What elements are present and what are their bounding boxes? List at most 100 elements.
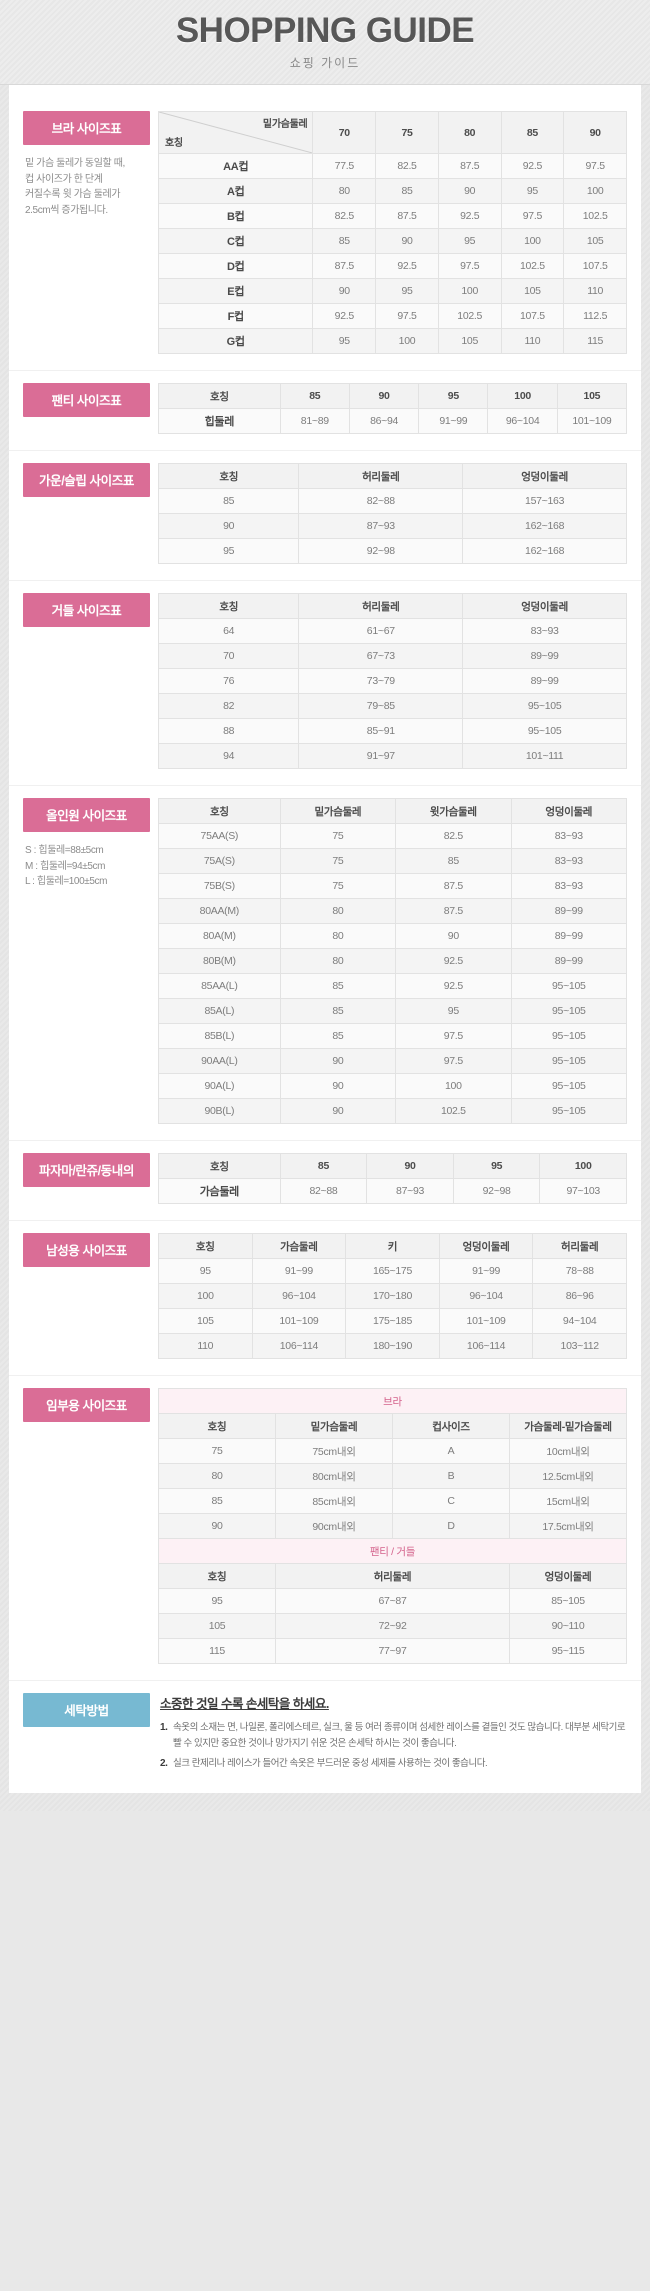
cell: 80 <box>279 898 397 924</box>
bra-note-line-2: 컵 사이즈가 한 단계 <box>25 173 103 185</box>
wash-title: 소중한 것일 수록 손세탁을 하세요. <box>160 1697 329 1711</box>
cell: 88 <box>157 718 300 744</box>
maternity-panty-col-label: 호칭 <box>158 1563 276 1589</box>
cell: 85 <box>375 178 439 204</box>
cell: 10cm내외 <box>509 1438 627 1464</box>
gown-table-body: 85 82~88 157~163 90 87~93 162~168 95 92~… <box>157 488 627 564</box>
table-header-row: 호칭 밑가슴둘레 윗가슴둘레 엉덩이둘레 <box>158 798 628 824</box>
cell: 91~99 <box>251 1258 347 1284</box>
panty-col-95: 95 <box>418 383 489 409</box>
cell: 162~168 <box>462 513 627 539</box>
cell: 82.5 <box>312 203 377 229</box>
row-label: F컵 <box>157 303 314 329</box>
cell: 92.5 <box>375 253 439 279</box>
section-tag-all-in-one: 올인원 사이즈표 <box>23 798 150 832</box>
cell: 90 <box>279 1048 397 1074</box>
panty-size-table: 호칭 85 90 95 100 105 힙둘레 81~89 86~94 <box>158 383 628 434</box>
panty-col-85: 85 <box>279 383 350 409</box>
cell: 87~93 <box>298 513 464 539</box>
section-bra: 브라 사이즈표 밑 가슴 둘레가 동일할 때, 컵 사이즈가 한 단계 커질수록… <box>9 99 641 371</box>
pajama-col-100: 100 <box>539 1153 627 1179</box>
cell: 92~98 <box>452 1178 541 1204</box>
table-header-row: 호칭 밑가슴둘레 컵사이즈 가슴둘레-밑가슴둘레 <box>158 1413 627 1439</box>
allinone-table-wrap: 호칭 밑가슴둘레 윗가슴둘레 엉덩이둘레 75AA(S) 75 82.5 83~… <box>158 798 628 1124</box>
cell: 75 <box>279 873 397 899</box>
cell: 95~105 <box>510 1048 628 1074</box>
page-header: SHOPPING GUIDE 쇼핑 가이드 <box>0 0 650 85</box>
cell: 162~168 <box>462 538 627 564</box>
cell: 89~99 <box>510 948 628 974</box>
panty-table-body: 힙둘레 81~89 86~94 91~99 96~104 101~109 <box>158 408 628 434</box>
mens-size-table: 호칭 가슴둘레 키 엉덩이둘레 허리둘레 95 91~99 165~175 91 <box>158 1233 627 1359</box>
mens-table-wrap: 호칭 가슴둘레 키 엉덩이둘레 허리둘레 95 91~99 165~175 91 <box>158 1233 627 1359</box>
girdle-col-waist: 허리둘레 <box>298 593 464 619</box>
cell: 83~93 <box>510 873 628 899</box>
bra-note: 밑 가슴 둘레가 동일할 때, 컵 사이즈가 한 단계 커질수록 윗 가슴 둘레… <box>23 156 150 218</box>
cell: 105 <box>437 328 502 354</box>
bra-col-90: 90 <box>563 111 627 154</box>
section-tag-girdle: 거들 사이즈표 <box>23 593 150 627</box>
cell: 80AA(M) <box>158 898 281 924</box>
table-row: 90 87~93 162~168 <box>157 513 627 539</box>
cell: 90cm내외 <box>275 1513 393 1539</box>
row-label: B컵 <box>157 203 314 229</box>
cell: 110 <box>500 328 565 354</box>
cell: 170~180 <box>345 1283 440 1309</box>
cell: 87.5 <box>312 253 377 279</box>
cell: 61~67 <box>298 618 464 644</box>
page-subtitle: 쇼핑 가이드 <box>289 56 361 70</box>
pajama-col-85: 85 <box>279 1153 368 1179</box>
cell: 106~114 <box>438 1333 534 1359</box>
diagonal-divider-icon <box>159 112 312 153</box>
cell: 90 <box>312 278 377 304</box>
maternity-bra-col-diff: 가슴둘레-밑가슴둘레 <box>509 1413 627 1439</box>
table-row: 94 91~97 101~111 <box>157 743 627 769</box>
cell: B <box>392 1463 510 1489</box>
cell: 95~105 <box>510 998 628 1024</box>
cell: 80 <box>279 948 397 974</box>
cell: 95 <box>437 228 502 254</box>
cell: 97.5 <box>563 153 627 179</box>
bra-header-bottom-left: 호칭 <box>165 138 183 149</box>
table-row: 80B(M) 80 92.5 89~99 <box>158 948 628 974</box>
cell: 90B(L) <box>158 1098 281 1124</box>
mens-col-label: 호칭 <box>158 1233 253 1259</box>
table-row: 82 79~85 95~105 <box>157 693 627 719</box>
allinone-col-label: 호칭 <box>158 798 281 824</box>
section-wash-method: 세탁방법 소중한 것일 수록 손세탁을 하세요. 1. 속옷의 소재는 면, 나… <box>9 1681 641 1793</box>
section-tag-mens: 남성용 사이즈표 <box>23 1233 150 1267</box>
panty-col-100: 100 <box>487 383 558 409</box>
row-label: A컵 <box>157 178 314 204</box>
table-header-row: 호칭 85 90 95 100 <box>158 1153 627 1179</box>
cell: 73~79 <box>298 668 464 694</box>
cell: 83~93 <box>462 618 627 644</box>
cell: 75AA(S) <box>158 823 281 849</box>
table-row: 90A(L) 90 100 95~105 <box>158 1073 628 1099</box>
cell: 75 <box>279 848 397 874</box>
cell: 80 <box>312 178 377 204</box>
panty-col-105: 105 <box>556 383 628 409</box>
cell: 85 <box>158 1488 276 1514</box>
wash-item-text: 실크 란제리나 레이스가 들어간 속옷은 부드러운 중성 세제를 사용하는 것이… <box>173 1758 488 1770</box>
bra-corner-header: 밑가슴둘레 호칭 <box>157 111 314 154</box>
maternity-size-table: 브라 호칭 밑가슴둘레 컵사이즈 가슴둘레-밑가슴둘레 75 75cm내외 A <box>158 1388 627 1664</box>
cell: 89~99 <box>462 668 627 694</box>
table-row: 95 67~87 85~105 <box>158 1588 627 1614</box>
cell: 90 <box>437 178 502 204</box>
cell: 79~85 <box>298 693 464 719</box>
cell: 91~99 <box>438 1258 534 1284</box>
table-row: E컵 90 95 100 105 110 <box>157 278 627 304</box>
cell: 95~105 <box>462 693 627 719</box>
cell: 12.5cm내외 <box>509 1463 627 1489</box>
panty-table-wrap: 호칭 85 90 95 100 105 힙둘레 81~89 86~94 <box>158 383 628 434</box>
cell: 95 <box>500 178 565 204</box>
cell: 95~105 <box>510 1098 628 1124</box>
cell: 92.5 <box>312 303 377 329</box>
cell: 87.5 <box>395 873 512 899</box>
wash-content: 소중한 것일 수록 손세탁을 하세요. 1. 속옷의 소재는 면, 나일론, 폴… <box>158 1693 627 1777</box>
row-label: 힙둘레 <box>158 408 281 434</box>
pajama-col-label: 호칭 <box>158 1153 281 1179</box>
table-row: AA컵 77.5 82.5 87.5 92.5 97.5 <box>157 153 627 179</box>
section-tag-wash-method: 세탁방법 <box>23 1693 150 1727</box>
table-row: C컵 85 90 95 100 105 <box>157 228 627 254</box>
